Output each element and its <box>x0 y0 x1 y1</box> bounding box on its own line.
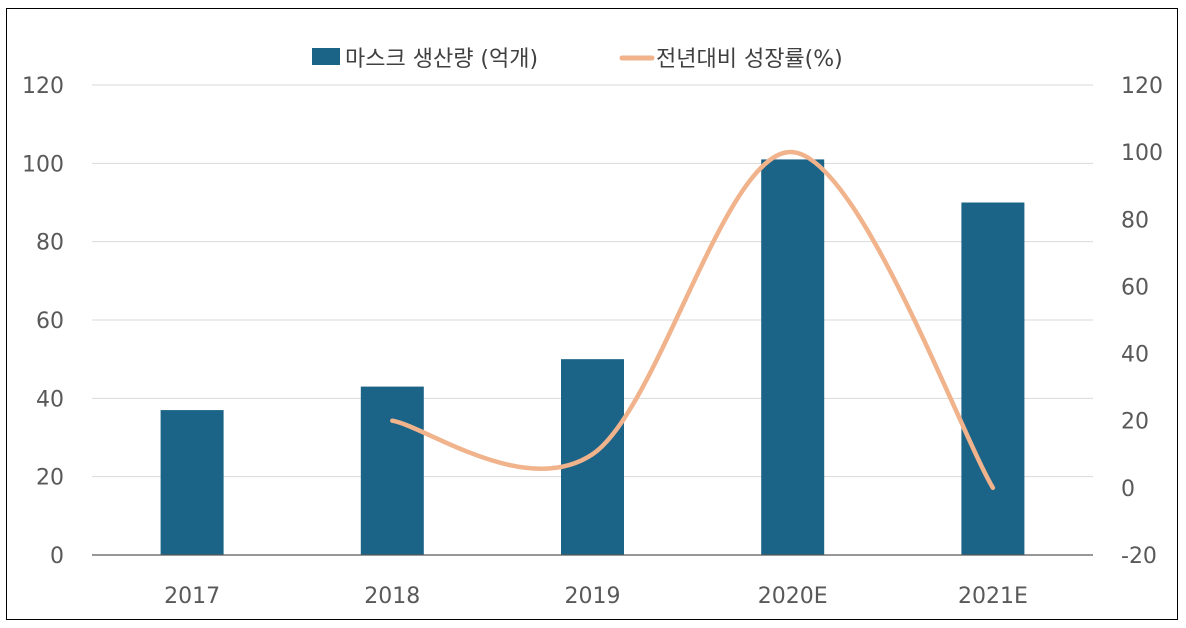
y-left-tick-label: 60 <box>36 309 64 334</box>
bar <box>160 410 224 555</box>
y-left-tick-label: 40 <box>36 387 64 412</box>
y-left-tick-label: 80 <box>36 231 64 256</box>
x-tick-label: 2017 <box>164 584 220 609</box>
y-right-tick-label: 120 <box>1121 74 1163 99</box>
legend-bar-swatch <box>312 48 340 65</box>
bar <box>360 386 424 555</box>
bar <box>561 359 624 555</box>
axes: 0 20 40 60 80 100 120 -20 0 20 40 60 80 100 120 2017 201… <box>22 74 1163 609</box>
bar <box>761 159 825 555</box>
y-right-tick-label: 40 <box>1121 343 1149 368</box>
bar-series <box>160 159 1025 555</box>
legend-line-label: 전년대비 성장률(%) <box>656 47 843 72</box>
x-tick-label: 2021E <box>958 584 1028 609</box>
legend-bar-label: 마스크 생산량 (억개) <box>345 47 538 72</box>
y-right-tick-label: 100 <box>1121 141 1163 166</box>
x-tick-label: 2019 <box>565 584 621 609</box>
y-right-tick-label: 20 <box>1121 410 1149 435</box>
x-tick-label: 2018 <box>364 584 420 609</box>
y-left-tick-label: 100 <box>22 152 64 177</box>
y-right-tick-label: 0 <box>1121 477 1135 502</box>
y-right-tick-label: 60 <box>1121 275 1149 300</box>
line-series <box>390 149 996 491</box>
y-right-tick-label: 80 <box>1121 208 1149 233</box>
growth-line <box>390 149 996 491</box>
bar <box>961 202 1025 555</box>
y-left-tick-label: 20 <box>36 466 64 491</box>
y-left-tick-label: 0 <box>50 544 64 569</box>
y-right-tick-label: -20 <box>1121 544 1157 569</box>
legend: 마스크 생산량 (억개) 전년대비 성장률(%) <box>312 47 843 72</box>
gridlines <box>92 84 1093 478</box>
x-tick-label: 2020E <box>758 584 828 609</box>
y-left-tick-label: 120 <box>22 74 64 99</box>
